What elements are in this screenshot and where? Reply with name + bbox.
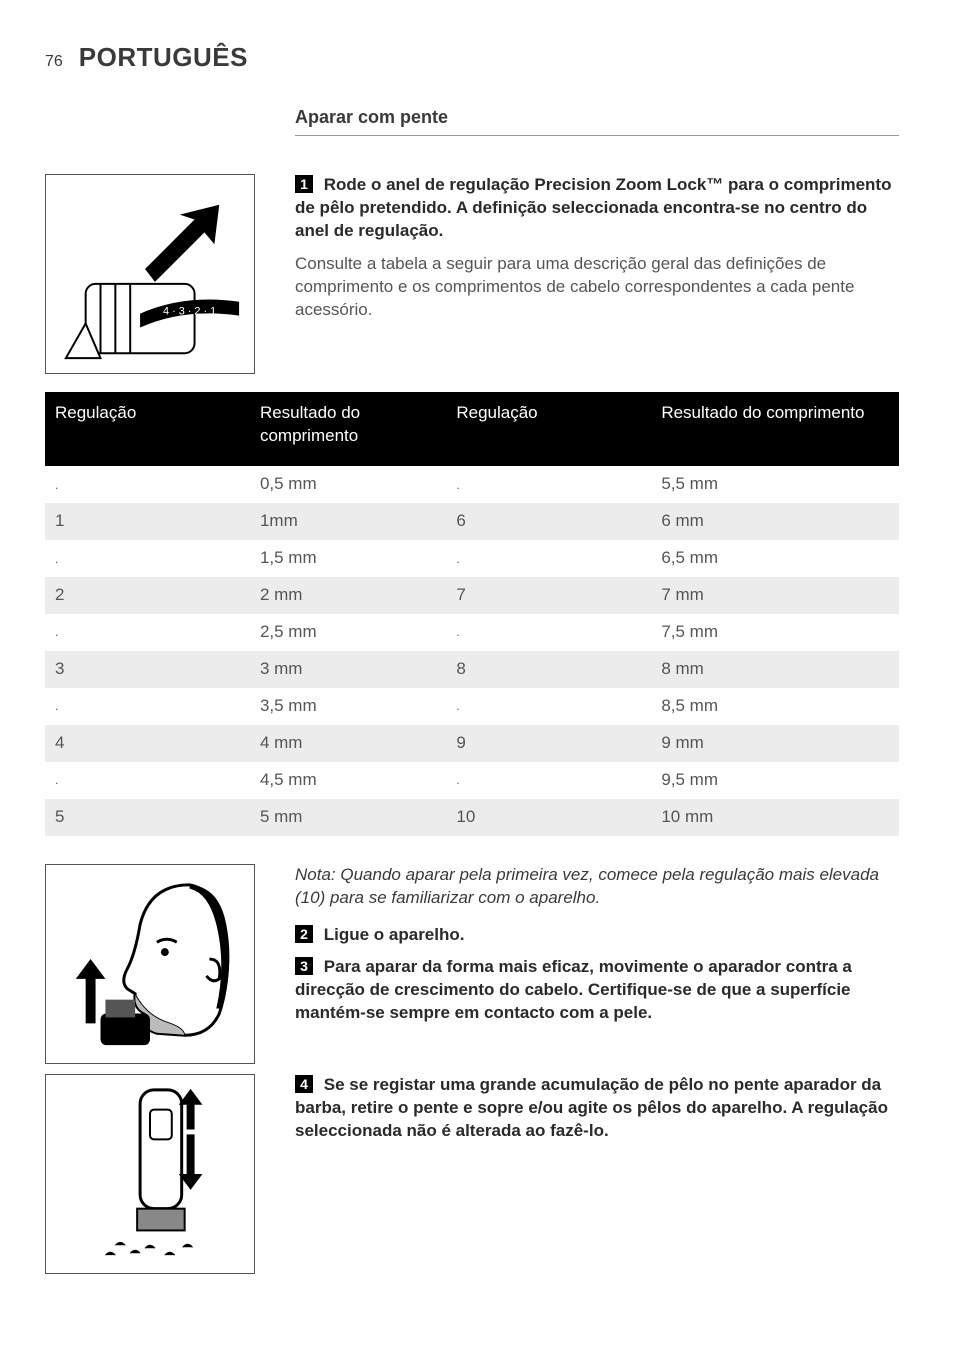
table-cell: 4,5 mm	[250, 762, 446, 799]
figure-1: 4 · 3 · 2 · 1	[45, 174, 255, 374]
table-row: .4,5 mm.9,5 mm	[45, 762, 899, 799]
step-2: 2 Ligue o aparelho.	[295, 924, 899, 947]
table-cell: 6 mm	[651, 503, 899, 540]
table-cell: .	[446, 540, 651, 577]
step-1: 1 Rode o anel de regulação Precision Zoo…	[295, 174, 899, 243]
table-cell: 0,5 mm	[250, 466, 446, 503]
table-cell: 7	[446, 577, 651, 614]
table-row: .1,5 mm.6,5 mm	[45, 540, 899, 577]
table-cell: 6	[446, 503, 651, 540]
step-4-bold: Se se registar uma grande acumulação de …	[295, 1075, 888, 1140]
step-1-row: 4 · 3 · 2 · 1 1 Rode o anel de regulação…	[45, 174, 899, 374]
table-row: .2,5 mm.7,5 mm	[45, 614, 899, 651]
table-cell: 3 mm	[250, 651, 446, 688]
table-cell: 4 mm	[250, 725, 446, 762]
step-4-row: 4 Se se registar uma grande acumulação d…	[45, 1074, 899, 1274]
step-badge-4: 4	[295, 1075, 313, 1093]
table-cell: 9,5 mm	[651, 762, 899, 799]
table-row: .0,5 mm.5,5 mm	[45, 466, 899, 503]
table-cell: 1,5 mm	[250, 540, 446, 577]
section-heading-row: Aparar com pente	[45, 105, 899, 164]
table-cell: .	[446, 688, 651, 725]
table-cell: 8 mm	[651, 651, 899, 688]
page-number: 76	[45, 51, 63, 73]
table-cell: 7 mm	[651, 577, 899, 614]
table-cell: .	[446, 762, 651, 799]
th-4: Resultado do comprimento	[651, 392, 899, 466]
th-3: Regulação	[446, 392, 651, 466]
step-4: 4 Se se registar uma grande acumulação d…	[295, 1074, 899, 1143]
table-cell: 10 mm	[651, 799, 899, 836]
table-cell: .	[45, 540, 250, 577]
language-title: PORTUGUÊS	[79, 40, 248, 75]
table-cell: .	[45, 762, 250, 799]
table-row: 44 mm99 mm	[45, 725, 899, 762]
table-cell: 7,5 mm	[651, 614, 899, 651]
table-cell: 1	[45, 503, 250, 540]
table-cell: .	[45, 466, 250, 503]
table-cell: .	[446, 614, 651, 651]
step-1-body: Consulte a tabela a seguir para uma desc…	[295, 253, 899, 322]
table-row: 33 mm88 mm	[45, 651, 899, 688]
table-cell: 2	[45, 577, 250, 614]
table-row: 55 mm1010 mm	[45, 799, 899, 836]
table-cell: 6,5 mm	[651, 540, 899, 577]
step-3: 3 Para aparar da forma mais eficaz, movi…	[295, 956, 899, 1025]
table-row: 11mm66 mm	[45, 503, 899, 540]
table-cell: 9 mm	[651, 725, 899, 762]
step-2-bold: Ligue o aparelho.	[324, 925, 465, 944]
table-cell: .	[45, 688, 250, 725]
table-cell: .	[45, 614, 250, 651]
figure-2	[45, 864, 255, 1064]
settings-table: Regulação Resultado do comprimento Regul…	[45, 392, 899, 835]
step-1-bold: Rode o anel de regulação Precision Zoom …	[295, 175, 891, 240]
table-cell: .	[446, 466, 651, 503]
page-header: 76 PORTUGUÊS	[45, 40, 899, 75]
table-cell: 3	[45, 651, 250, 688]
table-cell: 8,5 mm	[651, 688, 899, 725]
table-cell: 4	[45, 725, 250, 762]
step-badge-1: 1	[295, 175, 313, 193]
step-badge-3: 3	[295, 957, 313, 975]
table-cell: 2,5 mm	[250, 614, 446, 651]
figure-3	[45, 1074, 255, 1274]
table-cell: 5 mm	[250, 799, 446, 836]
table-body: .0,5 mm.5,5 mm11mm66 mm.1,5 mm.6,5 mm22 …	[45, 466, 899, 835]
table-cell: 5	[45, 799, 250, 836]
steps-2-3-row: Nota: Quando aparar pela primeira vez, c…	[45, 864, 899, 1064]
step-badge-2: 2	[295, 925, 313, 943]
table-row: .3,5 mm.8,5 mm	[45, 688, 899, 725]
table-cell: 8	[446, 651, 651, 688]
figure-1-ring-label: 4 · 3 · 2 · 1	[163, 306, 216, 318]
table-cell: 1mm	[250, 503, 446, 540]
table-cell: 2 mm	[250, 577, 446, 614]
th-1: Regulação	[45, 392, 250, 466]
table-cell: 9	[446, 725, 651, 762]
table-cell: 5,5 mm	[651, 466, 899, 503]
section-heading: Aparar com pente	[295, 105, 899, 136]
step-3-bold: Para aparar da forma mais eficaz, movime…	[295, 957, 852, 1022]
note-text: Nota: Quando aparar pela primeira vez, c…	[295, 864, 899, 910]
table-cell: 3,5 mm	[250, 688, 446, 725]
table-cell: 10	[446, 799, 651, 836]
th-2: Resultado do comprimento	[250, 392, 446, 466]
table-row: 22 mm77 mm	[45, 577, 899, 614]
